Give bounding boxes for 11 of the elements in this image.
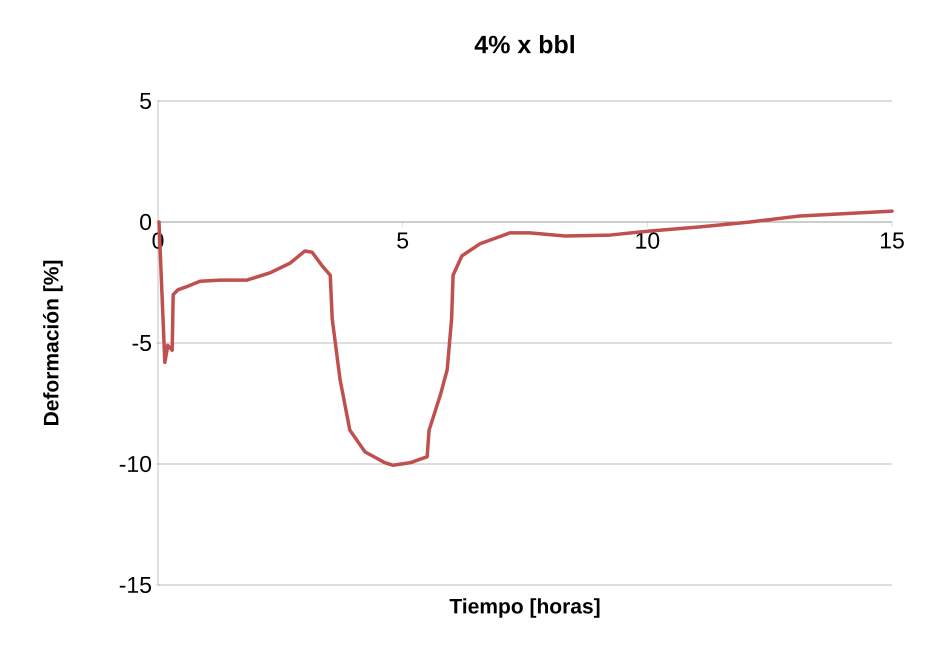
x-tick-label: 10 (636, 232, 660, 249)
y-tick-label: -5 (132, 334, 152, 352)
chart-title: 4% x bbl (474, 35, 574, 54)
y-axis-title: Deformación [%] (42, 260, 63, 426)
x-axis-title: Tiempo [horas] (450, 598, 600, 618)
y-tick-label: 0 (140, 214, 152, 230)
y-tick-label: 5 (140, 92, 152, 110)
y-tick-label: -15 (120, 576, 152, 594)
x-tick-label: 15 (880, 232, 904, 249)
x-tick-label: 5 (397, 232, 408, 249)
y-tick-label: -10 (120, 456, 152, 472)
